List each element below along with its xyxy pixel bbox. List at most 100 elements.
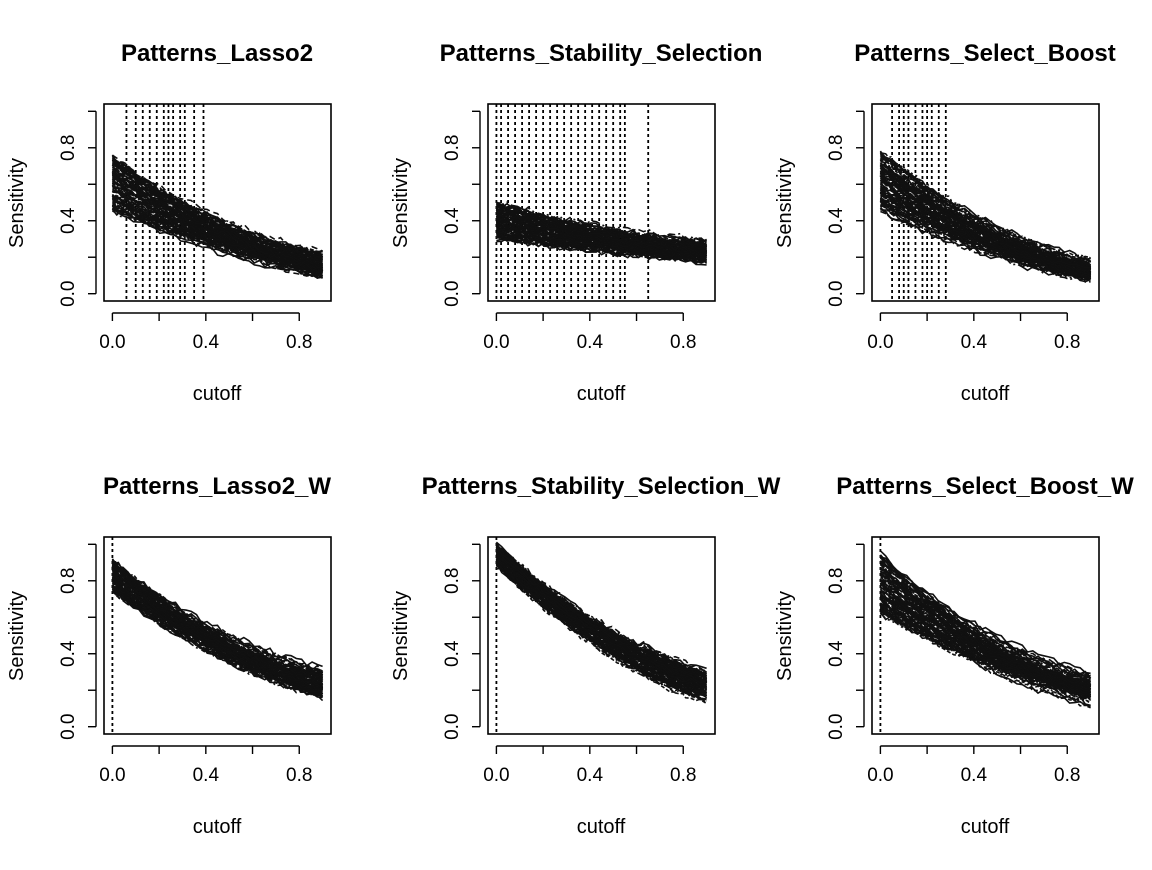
- series-line: [880, 606, 1092, 690]
- x-tick-label: 0.8: [1054, 765, 1080, 786]
- plot-area: [879, 537, 1092, 734]
- x-tick-label: 0.0: [99, 332, 125, 353]
- y-axis-label: Sensitivity: [390, 158, 412, 248]
- series-line: [879, 583, 1091, 692]
- series-line: [495, 562, 707, 701]
- series-line: [495, 543, 707, 672]
- series-line: [880, 186, 1092, 274]
- plot-frame: [871, 103, 1100, 302]
- series-line: [495, 211, 707, 263]
- y-tick-label: 0.0: [58, 713, 79, 739]
- series-line: [495, 544, 707, 679]
- chart-panel: Patterns_Stability_Selection 0.0 0.4 0.8 0.0…: [390, 40, 762, 405]
- series-line: [496, 213, 707, 250]
- chart-title: Patterns_Stability_Selection_W: [422, 473, 781, 500]
- series-line: [495, 563, 708, 697]
- series-line: [880, 196, 1092, 266]
- x-tick-label: 0.0: [483, 765, 509, 786]
- y-tick-label: 0.4: [442, 207, 463, 234]
- series-line: [879, 174, 1091, 267]
- y-tick-label: 0.0: [442, 280, 463, 306]
- y-tick-label: 0.8: [58, 135, 79, 161]
- x-tick-label: 0.4: [193, 765, 220, 786]
- plot-frame: [487, 103, 716, 302]
- series-line: [111, 194, 324, 262]
- series-line: [111, 156, 323, 260]
- plot-area: [495, 104, 708, 301]
- series-line: [495, 561, 707, 697]
- series-line: [880, 580, 1091, 687]
- series-line: [495, 555, 707, 684]
- series-line: [879, 598, 1091, 694]
- x-tick-label: 0.8: [286, 765, 312, 786]
- series-line: [111, 200, 324, 277]
- series-line: [111, 565, 324, 688]
- x-tick-label: 0.4: [961, 332, 988, 353]
- x-axis-label: cutoff: [577, 383, 626, 405]
- series-line: [111, 179, 324, 258]
- chart-title: Patterns_Stability_Selection: [440, 40, 763, 67]
- series-line: [879, 555, 1091, 678]
- series-line: [879, 562, 1092, 677]
- chart-panel: Patterns_Select_Boost 0.0 0.4 0.8 0.0 0.4 0.8 c…: [774, 40, 1116, 405]
- y-axis-label: Sensitivity: [774, 591, 796, 681]
- series-line: [111, 170, 324, 258]
- y-axis-label: Sensitivity: [6, 158, 28, 248]
- x-tick-label: 0.8: [1054, 332, 1080, 353]
- plot-frame: [103, 103, 332, 302]
- series-line: [880, 187, 1091, 269]
- series-line: [496, 546, 707, 670]
- y-tick-label: 0.4: [58, 207, 79, 234]
- x-tick-label: 0.0: [867, 332, 893, 353]
- y-tick-label: 0.8: [58, 568, 79, 594]
- series-line: [111, 174, 324, 263]
- y-tick-label: 0.0: [58, 280, 79, 306]
- y-tick-label: 0.0: [442, 713, 463, 739]
- series-line: [111, 567, 323, 690]
- series-line: [495, 564, 708, 704]
- series-line: [112, 585, 324, 689]
- x-tick-label: 0.8: [286, 332, 312, 353]
- series-line: [880, 191, 1091, 281]
- chart-panel: Patterns_Lasso2 0.0 0.4 0.8 0.0 0.4 0.8 cutoff S…: [6, 40, 332, 405]
- series-line: [879, 153, 1091, 262]
- series-line: [495, 554, 707, 695]
- series-line: [879, 200, 1091, 278]
- y-tick-label: 0.4: [826, 640, 847, 667]
- series-line: [495, 555, 707, 696]
- series-line: [496, 236, 707, 254]
- series-line: [111, 193, 323, 269]
- series-line: [496, 217, 707, 257]
- series-line: [111, 576, 324, 679]
- y-axis-label: Sensitivity: [6, 591, 28, 681]
- series-line: [495, 211, 707, 247]
- y-tick-label: 0.8: [826, 135, 847, 161]
- series-line: [112, 586, 323, 698]
- series-line: [879, 191, 1091, 269]
- series-line: [495, 544, 707, 674]
- chart-title: Patterns_Lasso2_W: [103, 473, 331, 500]
- series-line: [112, 198, 323, 278]
- x-axis-label: cutoff: [961, 816, 1010, 838]
- chart-panel: Patterns_Select_Boost_W 0.0 0.4 0.8 0.0 0.4 0.…: [774, 473, 1134, 838]
- series-line: [879, 175, 1092, 280]
- series-line: [496, 221, 707, 255]
- series-line: [880, 605, 1091, 697]
- series-line: [111, 190, 323, 274]
- plot-area: [495, 537, 708, 734]
- series-line: [880, 155, 1092, 264]
- series-line: [495, 542, 708, 674]
- y-axis-label: Sensitivity: [774, 158, 796, 248]
- series-line: [112, 580, 323, 688]
- series-line: [111, 558, 323, 674]
- y-tick-label: 0.8: [442, 135, 463, 161]
- series-line: [112, 162, 323, 272]
- series-line: [495, 543, 707, 679]
- x-axis-label: cutoff: [577, 816, 626, 838]
- chart-panel: Patterns_Stability_Selection_W 0.0 0.4 0.8 0…: [390, 473, 781, 838]
- y-tick-label: 0.4: [826, 207, 847, 234]
- y-tick-label: 0.4: [58, 640, 79, 667]
- series-line: [495, 209, 707, 264]
- series-line: [495, 562, 708, 705]
